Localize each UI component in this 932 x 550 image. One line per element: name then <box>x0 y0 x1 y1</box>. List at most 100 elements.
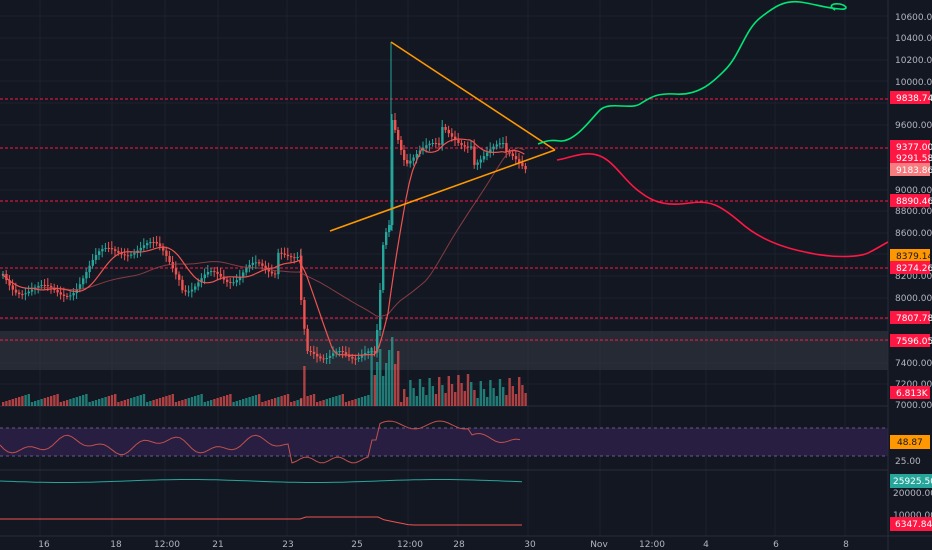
price-tick: 8800.00 <box>895 207 932 217</box>
volume-bar <box>388 350 391 406</box>
volume-bar <box>187 398 190 406</box>
volume-bar <box>300 398 303 406</box>
candle-body <box>242 272 245 277</box>
rsi-band <box>0 428 888 456</box>
candle-body <box>40 285 43 287</box>
candle-body <box>300 255 303 300</box>
candle-body <box>62 294 66 296</box>
volume-bar <box>91 401 94 406</box>
candle-body <box>479 159 482 163</box>
price-tick: 8000.00 <box>895 294 932 304</box>
candle-body <box>511 153 514 157</box>
candle-body <box>203 274 206 279</box>
candle-body <box>454 136 457 141</box>
rsi-line <box>0 420 521 464</box>
candle-body <box>286 254 290 257</box>
bearish-projection-path[interactable] <box>556 153 889 258</box>
volume-bar <box>11 399 14 406</box>
volume-bar <box>277 397 280 406</box>
volume-bar <box>197 395 200 406</box>
price-badge-bg <box>890 334 930 347</box>
volume-bar <box>290 402 293 406</box>
obv-axis[interactable]: 20000.00 10000.00 25925.50 6347.84 <box>890 474 932 531</box>
bullish-projection-path[interactable] <box>537 0 847 145</box>
volume-bar <box>46 397 50 406</box>
price-badge-bg <box>890 194 930 207</box>
support-zone <box>0 331 888 370</box>
volume-bar <box>325 399 328 406</box>
triangle-lower-line[interactable] <box>329 149 556 232</box>
volume-bar <box>312 394 316 406</box>
candle-body <box>463 145 466 147</box>
time-label: 6 <box>773 540 779 550</box>
obv-tick-20000: 20000.00 <box>893 489 932 499</box>
price-badge-bg <box>890 261 930 274</box>
volume-bar <box>270 399 274 406</box>
candle-body <box>322 358 325 360</box>
volume-bar <box>460 383 463 406</box>
volume-bar <box>264 401 267 406</box>
candle-body <box>251 262 254 265</box>
candle-body <box>130 254 133 256</box>
volume-bar <box>296 400 299 406</box>
volume-bars <box>2 337 527 406</box>
time-label: 30 <box>524 540 536 550</box>
candle-body <box>460 142 463 146</box>
obv-tick-10000: 10000.00 <box>893 511 932 521</box>
candle-body <box>27 291 30 294</box>
candle-body <box>505 143 508 152</box>
candle-body <box>254 262 258 264</box>
price-badge: 8890.46 <box>896 197 932 207</box>
candle-body <box>296 257 299 259</box>
candle-body <box>197 282 200 287</box>
price-tick: 9000.00 <box>895 186 932 196</box>
volume-bar <box>261 402 264 406</box>
triangle-pattern[interactable] <box>329 41 556 232</box>
candle-body <box>139 247 142 251</box>
volume-bar <box>30 402 34 406</box>
rsi-value-badge-bg <box>890 435 930 449</box>
candle-body <box>388 225 391 232</box>
candle-body <box>431 143 434 145</box>
volume-bar <box>78 396 82 406</box>
candle-body <box>280 252 283 254</box>
volume-bar <box>226 395 229 406</box>
candle-body <box>283 253 286 255</box>
volume-bar <box>370 348 373 406</box>
volume-bar <box>14 398 18 406</box>
price-axis[interactable]: 10600.00 10400.00 10200.00 10000.00 9600.00 9… <box>895 13 932 411</box>
price-badge: 9291.58 <box>896 154 932 164</box>
volume-bar <box>492 388 495 406</box>
candle-body <box>293 257 296 259</box>
candle-body <box>5 273 8 281</box>
volume-bar <box>357 398 360 406</box>
candle-body <box>373 351 376 353</box>
candle-body <box>391 120 394 225</box>
candle-body <box>482 156 486 160</box>
price-tick: 10200.00 <box>895 56 932 66</box>
volume-bar <box>120 401 123 406</box>
candle-body <box>338 351 341 353</box>
volume-bar <box>190 397 194 406</box>
rsi-axis[interactable]: 25.00 48.87 <box>890 435 930 467</box>
candle-body <box>37 285 40 288</box>
obv-green-badge-bg <box>890 474 932 488</box>
volume-bar <box>286 394 290 406</box>
time-axis[interactable]: 16 18 12:00 21 23 25 12:00 28 30 Nov 12:00 4 6 8 <box>38 540 849 550</box>
volume-bar <box>495 396 498 406</box>
volume-bar <box>373 375 376 406</box>
candle-body <box>50 286 53 288</box>
candle-body <box>146 243 149 246</box>
triangle-upper-line[interactable] <box>390 41 556 151</box>
horizontal-levels[interactable] <box>0 98 888 341</box>
candle-body <box>18 292 21 295</box>
candle-body <box>357 357 360 359</box>
volume-bar <box>470 382 473 406</box>
volume-bar <box>316 402 319 406</box>
candle-body <box>360 355 364 358</box>
candle-body <box>219 273 222 277</box>
price-badge-bg <box>890 386 930 399</box>
